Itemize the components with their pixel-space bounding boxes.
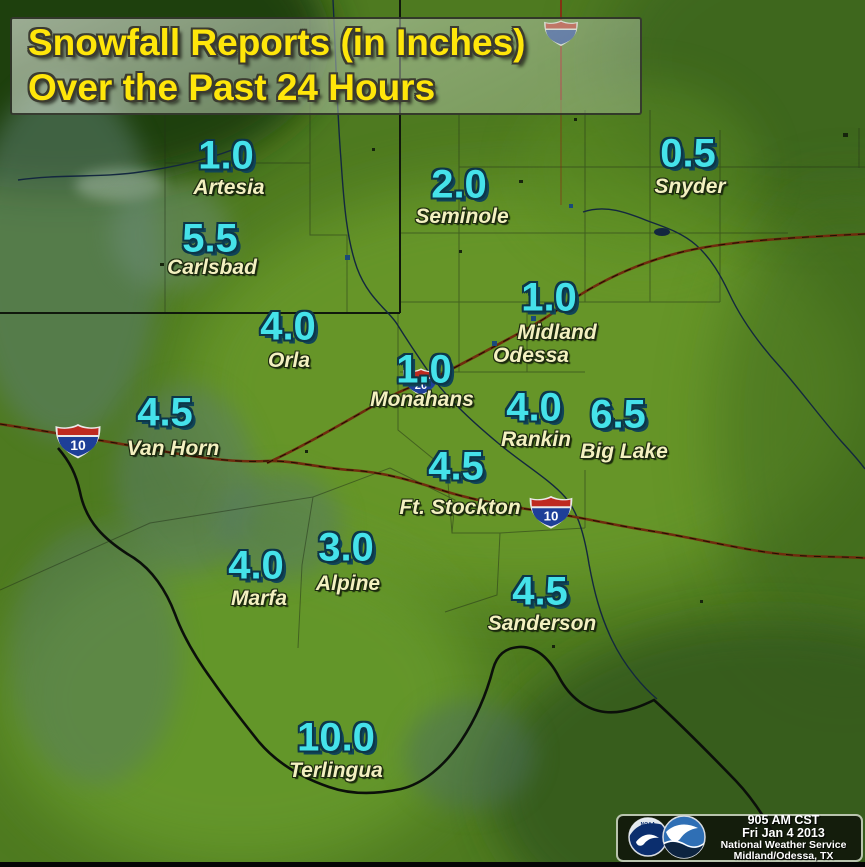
credit-date: Fri Jan 4 2013 <box>742 826 825 840</box>
colorado-river <box>582 208 865 470</box>
snowfall-value: 1.0 <box>198 133 254 178</box>
rivers <box>17 0 865 700</box>
title-banner <box>10 17 642 115</box>
map-title: Snowfall Reports (in Inches) Over the Pa… <box>28 20 526 110</box>
county-lines <box>0 17 865 649</box>
agency-logos: NOAA <box>618 814 710 860</box>
map-specks <box>160 118 848 648</box>
snowfall-value: 4.0 <box>260 304 316 349</box>
snowfall-value: 4.0 <box>506 385 562 430</box>
svg-text:20: 20 <box>415 380 427 392</box>
title-line-1: Snowfall Reports (in Inches) <box>28 22 526 63</box>
snowfall-value: 4.5 <box>137 390 193 435</box>
title-line-2: Over the Past 24 Hours <box>28 67 436 108</box>
snowfall-value: 10.0 <box>297 715 375 760</box>
town-dots <box>345 204 573 346</box>
city-label: Artesia <box>193 176 265 199</box>
svg-text:10: 10 <box>70 437 86 453</box>
interstate-shield-icon: 10 <box>54 423 102 459</box>
snowfall-value: 2.0 <box>431 162 487 207</box>
city-label: Monahans <box>370 388 474 411</box>
city-label: Orla <box>267 349 311 372</box>
city-label: Seminole <box>415 205 509 228</box>
snowfall-value: 1.0 <box>396 347 452 392</box>
interstate-shield-icon: 10 <box>528 495 574 529</box>
city-label: Ft. Stockton <box>399 496 521 519</box>
snowfall-value: 6.5 <box>590 392 646 437</box>
city-label: Alpine <box>315 572 381 595</box>
rio-grande-river <box>57 447 789 861</box>
city-label: Rankin <box>500 428 572 451</box>
city-label: Terlingua <box>289 759 383 782</box>
snowfall-value: 5.5 <box>182 216 238 261</box>
pecos-river <box>332 0 658 700</box>
credit-text: 905 AM CST Fri Jan 4 2013 National Weath… <box>710 814 861 862</box>
city-label: Big Lake <box>580 440 668 463</box>
city-label: Sanderson <box>487 612 597 635</box>
small-lake <box>654 228 670 236</box>
city-label: Carlsbad <box>167 256 257 279</box>
credit-office: Midland/Odessa, TX <box>733 850 834 862</box>
noaa-logo-text: NOAA <box>641 822 656 828</box>
interstate-roads <box>0 0 865 560</box>
snowfall-value: 4.0 <box>228 543 284 588</box>
credit-box: NOAA 905 AM CST Fri Jan 4 2013 National … <box>616 814 863 862</box>
city-label: Snyder <box>654 175 726 198</box>
snowfall-value: 4.5 <box>428 444 484 489</box>
svg-text:10: 10 <box>544 509 559 524</box>
city-label: Midland <box>517 321 597 344</box>
snowfall-value: 3.0 <box>318 525 374 570</box>
credit-time: 905 AM CST <box>747 813 820 827</box>
credit-org: National Weather Service <box>720 839 847 851</box>
city-label: Marfa <box>230 587 288 610</box>
snowfall-value: 0.5 <box>660 131 716 176</box>
nws-logo-icon <box>662 815 706 859</box>
noaa-logo-icon: NOAA <box>628 817 668 857</box>
interstate-shield-icon: 20 <box>402 368 440 397</box>
city-label-2: Odessa <box>493 344 569 367</box>
snowfall-value: 4.5 <box>512 569 568 614</box>
bottom-border-strip <box>0 862 865 867</box>
snowfall-value: 1.0 <box>521 275 577 320</box>
city-label: Van Horn <box>126 437 220 460</box>
nm-stream <box>17 149 233 181</box>
